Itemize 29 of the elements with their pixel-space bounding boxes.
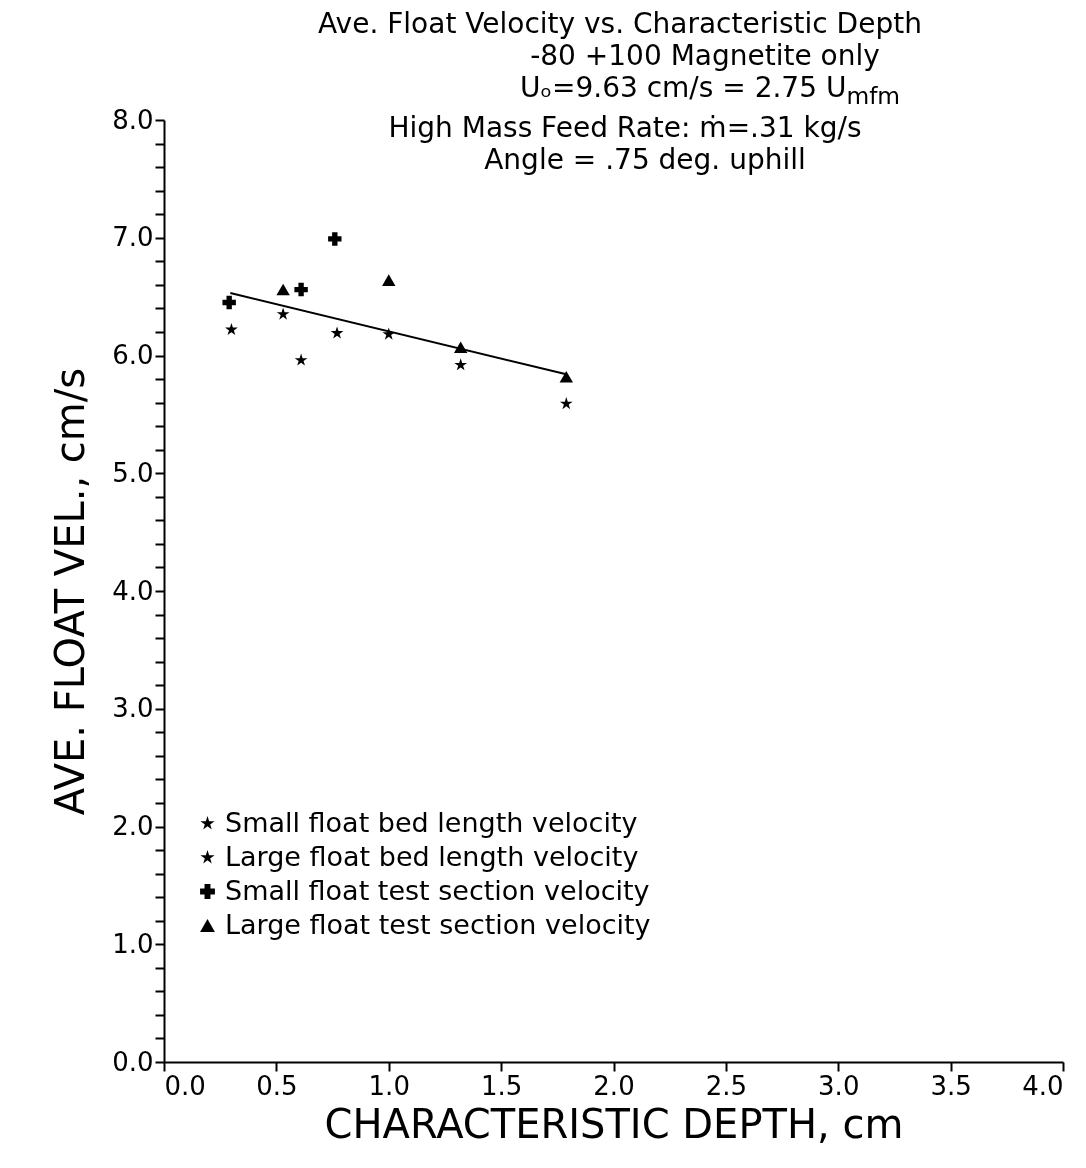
y-tick-label: 4.0 [112, 575, 154, 606]
text: Angle = .75 deg. uphill [484, 142, 806, 176]
x-tick-label: 2.5 [705, 1070, 748, 1101]
x-tick-label: 4.0 [1022, 1070, 1064, 1101]
y-tick-label: 2.0 [112, 811, 154, 841]
x-tick-label: 3.0 [818, 1070, 860, 1101]
y-tick-label: 0.0 [112, 1046, 154, 1077]
chart-title: Ave. Float Velocity vs. Characteristic Depth [317, 7, 923, 40]
y-tick-label: 6.0 [112, 340, 154, 370]
y-axis-title: AVE. FLOAT VEL., cm/s [47, 367, 94, 816]
y-tick-label: 1.0 [112, 928, 154, 959]
legend-label: Large float bed length velocity [225, 840, 639, 872]
x-axis-title: CHARACTERISTIC DEPTH, cm [324, 1100, 904, 1147]
x-tick-label: 0.0 [164, 1070, 206, 1101]
text: -80 +100 Magnetite only [530, 39, 880, 72]
text: Uₒ=9.63 cm/s = 2.75 U$_{mfm}$ [519, 71, 901, 110]
y-tick-label: 3.0 [112, 693, 154, 724]
legend-label: Small float test section velocity [225, 874, 650, 906]
legend-label: Small float bed length velocity [225, 806, 638, 838]
x-tick-label: 0.5 [256, 1070, 298, 1101]
y-tick-label: 8.0 [112, 104, 154, 135]
y-tick-label: 7.0 [112, 222, 154, 253]
y-tick-label: 5.0 [112, 457, 154, 488]
x-tick-label: 3.5 [930, 1070, 972, 1101]
x-tick-label: 2.0 [593, 1070, 635, 1101]
legend-label: Large float test section velocity [225, 908, 651, 940]
text: High Mass Feed Rate: ṁ=.31 kg/s [388, 110, 862, 144]
x-tick-label: 1.5 [480, 1070, 523, 1101]
x-tick-label: 1.0 [368, 1070, 410, 1101]
